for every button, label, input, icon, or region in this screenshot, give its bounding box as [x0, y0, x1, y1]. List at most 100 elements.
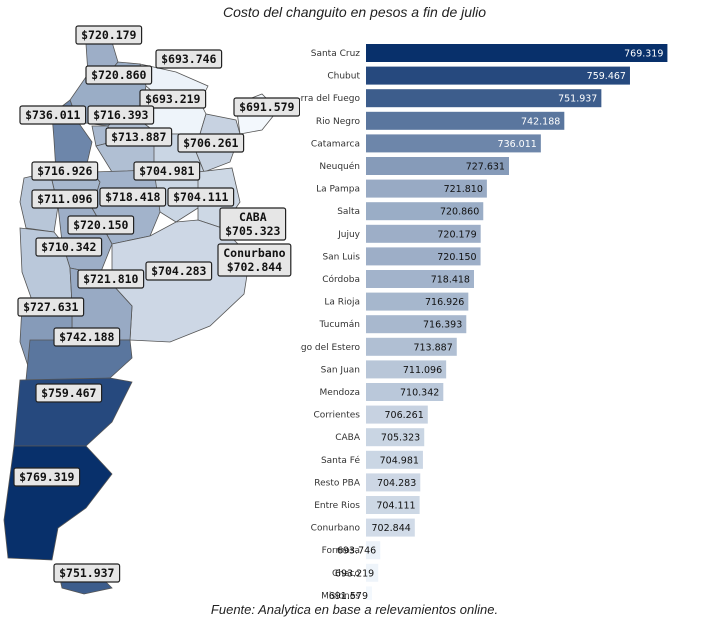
bar-value-label: 721.810	[444, 184, 483, 195]
bar-value-label: 710.342	[400, 388, 439, 399]
bar-category-label: La Pampa	[316, 185, 360, 195]
map-label-san-juan: $711.096	[31, 189, 99, 209]
bar-value-label: 706.261	[384, 410, 423, 421]
map-label-text: $693.219	[145, 92, 200, 106]
bar-tucuman	[366, 315, 467, 334]
map-label-cordoba: $718.418	[99, 187, 167, 207]
map-label-chaco: $693.219	[139, 89, 207, 109]
map-label-text: $736.011	[25, 108, 80, 122]
bar-value-label: 720.860	[440, 207, 479, 218]
map-label-salta: $720.860	[85, 65, 153, 85]
map-label-corrientes: $706.261	[177, 133, 245, 153]
map-label-chubut: $759.467	[35, 383, 103, 403]
map-label-text: $705.323	[225, 224, 280, 238]
bar-san-juan	[366, 360, 447, 379]
map-label-misiones: $691.579	[233, 97, 300, 117]
map-label-text: $720.150	[73, 218, 128, 232]
map-label-conurbano: Conurbano$702.844	[217, 243, 292, 277]
source-note: Fuente: Analytica en base a relevamiento…	[210, 602, 499, 617]
argentina-choropleth-map: $720.179 $693.746 $720.860 $693.219 $736.011…	[3, 25, 300, 595]
map-label-text: $751.937	[59, 566, 114, 580]
bar-cordoba	[366, 270, 474, 288]
bar-category-label: Neuquén	[319, 161, 360, 172]
bar-resto-pba	[366, 473, 421, 492]
map-region-santa-cruz	[3, 445, 113, 561]
bar-corrientes	[366, 405, 428, 424]
map-label-text: $710.342	[41, 240, 96, 254]
bar-salta	[366, 202, 484, 221]
bar-value-label: 720.179	[437, 229, 476, 240]
bar-category-label: Mendoza	[320, 388, 360, 398]
map-label-resto-pba: $704.283	[145, 261, 213, 281]
bar-santa-cruz	[366, 44, 668, 62]
bar-value-label: 716.926	[425, 297, 464, 308]
bar-category-label: Rio Negro	[316, 117, 361, 127]
bar-value-label: 704.111	[376, 501, 415, 512]
map-label-mendoza: $710.342	[35, 237, 103, 257]
bar-entre-rios	[366, 496, 420, 514]
bar-category-label: Conurbano	[311, 524, 361, 534]
bar-category-label: Córdoba	[322, 274, 360, 285]
map-label-text: $693.746	[161, 52, 216, 66]
map-label-text: $691.579	[239, 100, 294, 114]
bar-value-label: 691.579	[329, 591, 368, 600]
bar-mendoza	[366, 383, 444, 401]
bar-caba	[366, 428, 425, 447]
map-label-neuquen: $727.631	[17, 297, 85, 317]
map-label-text: Conurbano	[223, 246, 285, 260]
map-label-formosa: $693.746	[155, 49, 223, 69]
map-label-text: $704.981	[139, 164, 194, 178]
map-label-text: CABA	[239, 210, 267, 224]
bar-value-label: 720.150	[437, 252, 476, 263]
bar-category-label: La Rioja	[324, 298, 360, 308]
bar-value-label: 693.746	[337, 546, 376, 557]
bar-category-label: Corrientes	[313, 411, 360, 421]
bar-value-label: 713.887	[413, 342, 452, 353]
map-label-san-luis: $720.150	[67, 215, 135, 235]
bar-value-label: 704.981	[380, 455, 419, 466]
bar-la-pampa	[366, 179, 487, 198]
bar-value-label: 759.467	[587, 71, 626, 82]
bar-value-label: 716.393	[423, 320, 462, 331]
map-label-text: $716.393	[93, 108, 148, 122]
map-label-text: $769.319	[19, 470, 74, 484]
map-label-text: $706.261	[183, 136, 238, 150]
bar-value-label: 742.188	[521, 116, 560, 127]
map-label-catamarca: $736.011	[19, 105, 87, 125]
map-label-text: $720.860	[91, 68, 146, 82]
bar-category-label: Misiones	[321, 591, 360, 600]
map-label-text: $713.887	[111, 130, 166, 144]
bar-category-label: Tucumán	[319, 320, 360, 330]
map-label-text: $759.467	[41, 386, 96, 400]
bar-category-label: CABA	[335, 433, 361, 443]
bar-category-label: Santa Fé	[321, 455, 361, 466]
bar-neuquen	[366, 157, 509, 175]
bar-category-label: Salta	[337, 207, 360, 217]
bar-catamarca	[366, 134, 541, 153]
bar-category-label: Chaco	[332, 569, 360, 579]
map-label-text: $727.631	[23, 300, 78, 314]
map-label-rio-negro: $742.188	[53, 327, 121, 347]
province-bar-chart: Santa Cruz 769.319 Chubut 759.467 Tierra del…	[300, 44, 668, 600]
map-label-santa-cruz: $769.319	[13, 467, 81, 487]
bar-tierra-del-fuego	[366, 89, 602, 108]
bar-value-label: 751.937	[558, 94, 597, 105]
map-label-entre-rios: $704.111	[167, 187, 235, 207]
bar-la-rioja	[366, 292, 469, 311]
map-label-caba: CABA$705.323	[219, 207, 287, 241]
chart-title: Costo del changuito en pesos a fin de ju…	[222, 4, 487, 20]
bar-category-label: Entre Rios	[314, 501, 360, 511]
bar-category-label: San Luis	[322, 252, 360, 262]
bar-conurbano	[366, 518, 415, 537]
map-label-text: $720.179	[81, 28, 136, 42]
map-label-text: $704.283	[151, 264, 206, 278]
bar-value-label: 704.283	[377, 478, 416, 489]
map-label-jujuy: $720.179	[75, 25, 143, 45]
bar-category-label: Jujuy	[337, 230, 361, 240]
bar-value-label: 693.219	[335, 568, 374, 579]
map-label-text: $716.926	[37, 164, 92, 178]
bar-value-label: 705.323	[381, 433, 420, 444]
map-label-text: $711.096	[37, 192, 92, 206]
bar-rio-negro	[366, 111, 565, 130]
bar-san-luis	[366, 247, 481, 266]
